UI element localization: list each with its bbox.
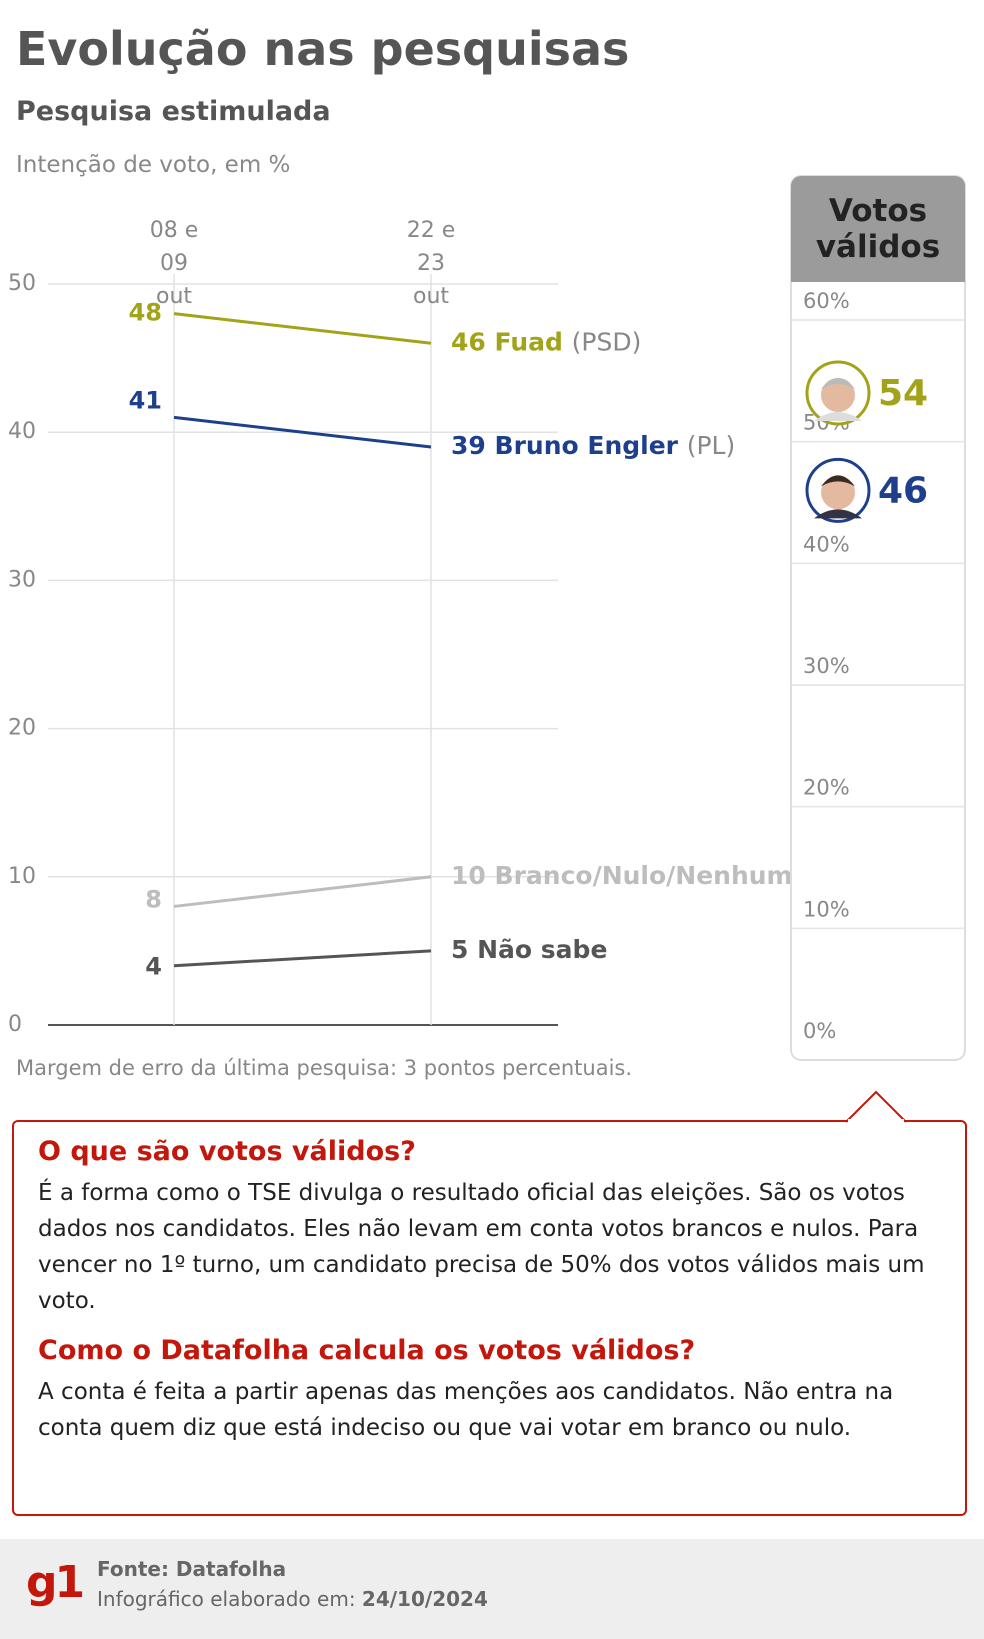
date: 24/10/2024	[361, 1587, 488, 1611]
info-heading: Como o Datafolha calcula os votos válido…	[38, 1335, 696, 1366]
end-value: 10	[451, 861, 486, 890]
info-heading: O que são votos válidos?	[38, 1136, 416, 1167]
photo-hair	[821, 475, 855, 487]
y-tick-label: 50	[8, 271, 36, 296]
end-value: 39	[451, 431, 486, 460]
y-tick-label: 20%	[803, 776, 850, 800]
line	[173, 415, 432, 449]
footer: g1 Fonte: Datafolha Infográfico elaborad…	[0, 1539, 984, 1639]
series-name: Fuad	[495, 327, 563, 356]
dot-value: 46	[878, 470, 928, 511]
series-party: (PL)	[687, 431, 736, 460]
end-label: 46 Fuad (PSD)	[451, 327, 641, 356]
start-label: 8	[145, 885, 162, 913]
end-label: 39 Bruno Engler (PL)	[451, 431, 735, 460]
series-party: (PSD)	[572, 327, 642, 356]
start-label: 41	[129, 386, 162, 414]
dot-value: 54	[878, 373, 928, 414]
start-label: 48	[129, 299, 162, 327]
subtitle: Pesquisa estimulada	[16, 96, 331, 127]
x-tick-label: 08 e 09 out	[149, 218, 199, 309]
y-tick-label: 60%	[803, 289, 850, 313]
note: Margem de erro da última pesquisa: 3 pon…	[16, 1056, 633, 1080]
y-tick-label: 40%	[803, 532, 850, 556]
y-tick-label: 30	[8, 567, 36, 592]
photo-face	[821, 475, 855, 510]
line	[173, 312, 432, 345]
y-tick-label: 30%	[803, 654, 850, 678]
series-name: Não sabe	[477, 935, 607, 964]
photo-hair	[821, 378, 855, 389]
source: Fonte: Datafolha	[97, 1557, 287, 1581]
info-notch	[845, 1090, 907, 1123]
photo-shirt	[814, 509, 862, 519]
logo: g1	[26, 1557, 85, 1608]
y-tick-label: 10	[8, 864, 36, 889]
y-tick-label: 0	[8, 1012, 22, 1037]
line	[173, 875, 432, 908]
panel-title: Votos válidos	[791, 176, 965, 282]
y-tick-label: 20	[8, 716, 36, 741]
series-name: Bruno Engler	[495, 431, 679, 460]
y-axis-label: Intenção de voto, em %	[16, 152, 291, 178]
info-text: É a forma como o TSE divulga o resultado…	[38, 1180, 925, 1314]
start-label: 4	[145, 953, 162, 981]
y-tick-label: 0%	[803, 1019, 836, 1043]
photo-shirt	[814, 412, 862, 421]
end-label: 10 Branco/Nulo/Nenhum	[451, 861, 793, 890]
date-line: Infográfico elaborado em: 24/10/2024	[97, 1587, 488, 1611]
end-value: 5	[451, 935, 468, 964]
info-text: A conta é feita a partir apenas das menç…	[38, 1379, 894, 1441]
title: Evolução nas pesquisas	[16, 22, 630, 76]
info-box: O que são votos válidos? É a forma como …	[12, 1120, 967, 1516]
date-label: Infográfico elaborado em:	[97, 1587, 356, 1611]
y-tick-label: 40	[8, 419, 36, 444]
x-tick-label: 22 e 23 out	[406, 218, 456, 309]
end-label: 5 Não sabe	[451, 935, 607, 964]
photo-face	[821, 378, 855, 412]
series-name: Branco/Nulo/Nenhum	[495, 861, 793, 890]
y-tick-label: 10%	[803, 897, 850, 921]
end-value: 46	[451, 327, 486, 356]
line	[173, 949, 432, 968]
